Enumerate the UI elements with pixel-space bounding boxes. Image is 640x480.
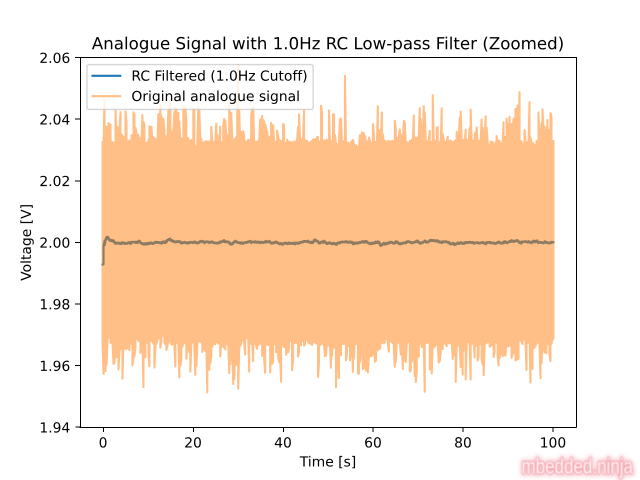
svg-text:mbedded.ninja: mbedded.ninja bbox=[521, 456, 633, 479]
svg-text:mbedded.ninja: mbedded.ninja bbox=[521, 456, 633, 479]
svg-text:mbedded.ninja: mbedded.ninja bbox=[521, 456, 633, 479]
